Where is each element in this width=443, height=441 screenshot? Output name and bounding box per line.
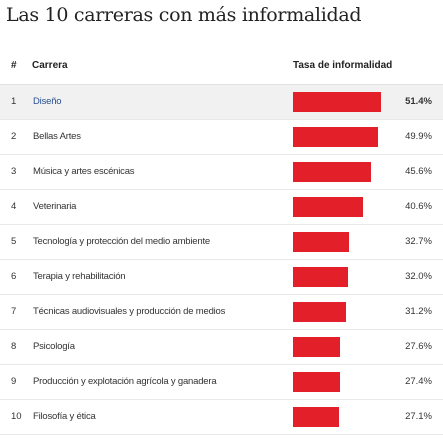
row-career-label: Producción y explotación agrícola y gana… bbox=[33, 376, 217, 387]
table-header: # Carrera Tasa de informalidad bbox=[0, 52, 443, 85]
row-value-label: 31.2% bbox=[405, 306, 432, 317]
row-bar bbox=[293, 337, 340, 357]
row-bar bbox=[293, 407, 339, 427]
table-row: 2 Bellas Artes 49.9% bbox=[0, 120, 443, 155]
row-career-label: Terapia y rehabilitación bbox=[33, 271, 126, 282]
row-value-label: 32.0% bbox=[405, 271, 432, 282]
row-career-label: Psicología bbox=[33, 341, 75, 352]
table-row: 9 Producción y explotación agrícola y gan… bbox=[0, 365, 443, 400]
table-row: 4 Veterinaria 40.6% bbox=[0, 190, 443, 225]
table-row: 8 Psicología 27.6% bbox=[0, 330, 443, 365]
row-rank: 1 bbox=[11, 96, 17, 107]
row-bar bbox=[293, 232, 349, 252]
table-row: 7 Técnicas audiovisuales y producción de … bbox=[0, 295, 443, 330]
ranking-table: # Carrera Tasa de informalidad 1 Diseño 51… bbox=[0, 52, 443, 435]
row-value-label: 51.4% bbox=[405, 96, 432, 107]
row-value-label: 27.4% bbox=[405, 376, 432, 387]
row-bar bbox=[293, 302, 346, 322]
table-body: 1 Diseño 51.4% 2 Bellas Artes 49.9% 3 Música y … bbox=[0, 85, 443, 435]
row-career-label: Música y artes escénicas bbox=[33, 166, 135, 177]
row-rank: 8 bbox=[11, 341, 17, 352]
header-rank: # bbox=[11, 60, 17, 71]
row-rank: 6 bbox=[11, 271, 17, 282]
row-value-label: 45.6% bbox=[405, 166, 432, 177]
row-career-label: Técnicas audiovisuales y producción de m… bbox=[33, 306, 226, 317]
header-rate: Tasa de informalidad bbox=[293, 60, 393, 71]
row-bar bbox=[293, 197, 363, 217]
row-rank: 5 bbox=[11, 236, 17, 247]
row-career-label: Veterinaria bbox=[33, 201, 77, 212]
chart-title: Las 10 carreras con más informalidad bbox=[6, 4, 362, 26]
row-bar bbox=[293, 162, 371, 182]
row-value-label: 27.6% bbox=[405, 341, 432, 352]
row-bar bbox=[293, 127, 378, 147]
row-career-label: Tecnología y protección del medio ambien… bbox=[33, 236, 210, 247]
row-value-label: 40.6% bbox=[405, 201, 432, 212]
header-career: Carrera bbox=[32, 60, 68, 71]
row-career-label: Diseño bbox=[33, 96, 62, 107]
table-row: 5 Tecnología y protección del medio ambie… bbox=[0, 225, 443, 260]
row-bar bbox=[293, 372, 340, 392]
row-rank: 4 bbox=[11, 201, 17, 212]
table-row: 6 Terapia y rehabilitación 32.0% bbox=[0, 260, 443, 295]
row-rank: 10 bbox=[11, 411, 22, 422]
table-row: 3 Música y artes escénicas 45.6% bbox=[0, 155, 443, 190]
row-rank: 7 bbox=[11, 306, 17, 317]
table-row: 1 Diseño 51.4% bbox=[0, 85, 443, 120]
row-rank: 9 bbox=[11, 376, 17, 387]
row-value-label: 32.7% bbox=[405, 236, 432, 247]
row-value-label: 49.9% bbox=[405, 131, 432, 142]
row-rank: 2 bbox=[11, 131, 17, 142]
table-row: 10 Filosofía y ética 27.1% bbox=[0, 400, 443, 435]
row-rank: 3 bbox=[11, 166, 17, 177]
row-bar bbox=[293, 92, 381, 112]
row-bar bbox=[293, 267, 348, 287]
row-career-label: Filosofía y ética bbox=[33, 411, 96, 422]
row-career-label: Bellas Artes bbox=[33, 131, 81, 142]
row-value-label: 27.1% bbox=[405, 411, 432, 422]
